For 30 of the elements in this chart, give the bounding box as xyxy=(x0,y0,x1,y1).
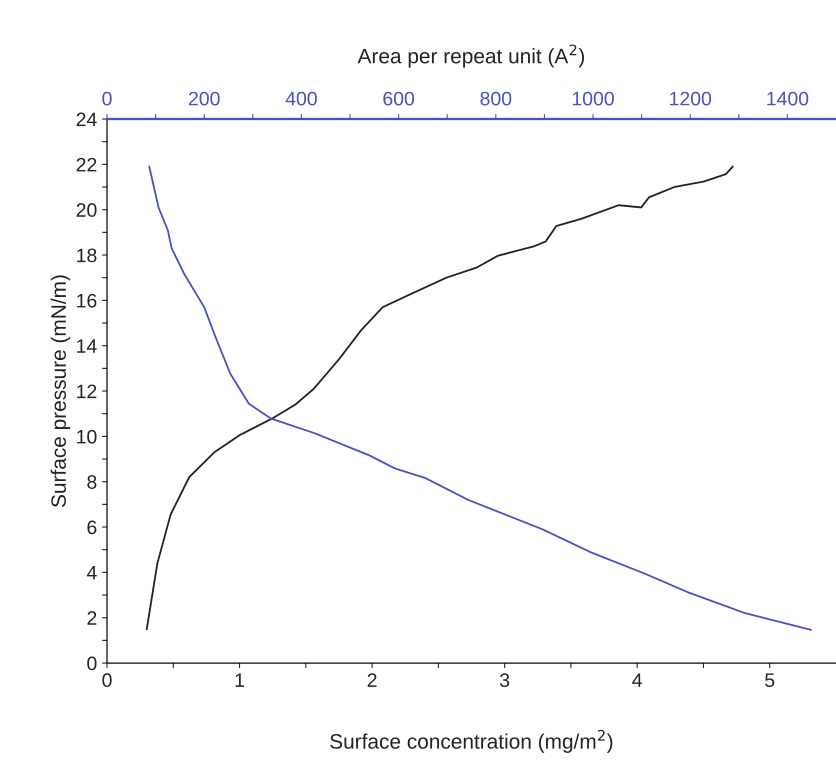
x-tick-label: 3 xyxy=(500,673,510,688)
x2-tick-label: 1200 xyxy=(670,92,712,106)
y-tick-label: 2 xyxy=(87,611,96,625)
y-tick-label: 14 xyxy=(77,339,97,353)
y-tick-label: 24 xyxy=(76,112,97,126)
x2-axis-title: Area per repeat unit (A$^{2}$) xyxy=(358,44,584,68)
y-tick-label: 12 xyxy=(77,384,96,398)
y-tick-label: 10 xyxy=(77,430,97,444)
x-tick-label: 5 xyxy=(765,673,774,688)
y-tick-label: 20 xyxy=(76,203,97,217)
y-tick-label: 4 xyxy=(86,566,97,580)
x2-tick-label: 1400 xyxy=(767,92,808,106)
y-tick-label: 22 xyxy=(76,158,96,172)
x-tick-label: 4 xyxy=(632,673,642,687)
y-tick-label: 8 xyxy=(87,475,96,489)
y-axis-title: Surface pressure (mN/m) xyxy=(50,275,70,508)
x2-tick-label: 600 xyxy=(383,92,414,106)
y-tick-label: 16 xyxy=(77,294,96,308)
x2-tick-label: 400 xyxy=(286,92,317,106)
x-tick-label: 2 xyxy=(368,673,377,687)
x2-tick-label: 800 xyxy=(480,92,512,106)
x-axis-title: Surface concentration (mg/m$^{2}$) xyxy=(330,730,612,753)
x2-tick-label: 1000 xyxy=(572,92,614,106)
x2-tick-label: 0 xyxy=(102,92,112,106)
y-tick-label: 0 xyxy=(87,656,97,670)
x-tick-label: 0 xyxy=(102,673,112,688)
y-tick-label: 18 xyxy=(77,248,96,262)
y-tick-label: 6 xyxy=(87,520,96,534)
x2-tick-label: 200 xyxy=(188,92,220,106)
x-tick-label: 1 xyxy=(236,673,244,687)
